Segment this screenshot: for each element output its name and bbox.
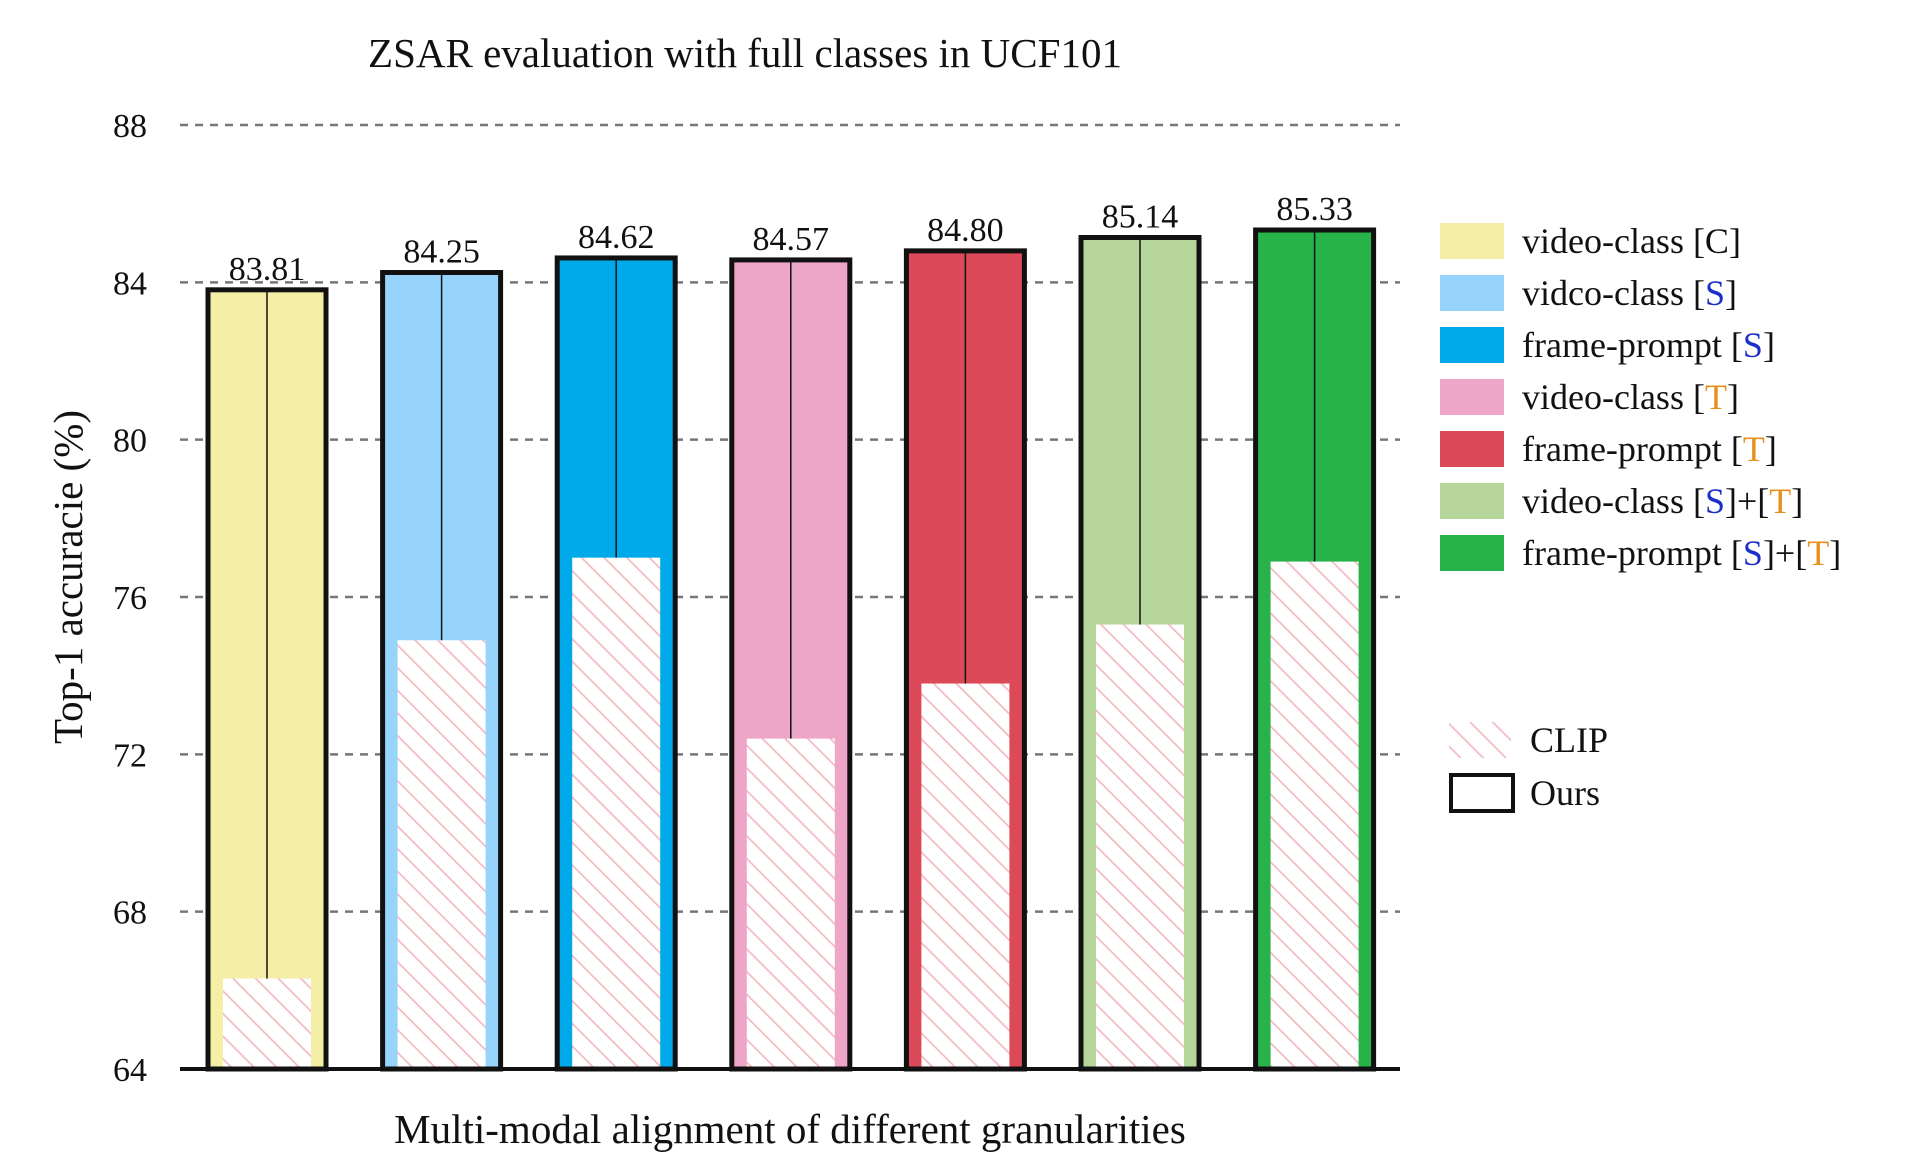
bar-group: [903, 248, 1027, 1072]
legend-entry: frame-prompt [S]+[T]: [1440, 533, 1841, 573]
bar-value-label: 84.62: [578, 219, 655, 256]
y-tick-label: 72: [113, 737, 147, 774]
legend-label: video-class [T]: [1522, 377, 1739, 417]
legend-entry-clip: CLIP: [1449, 720, 1608, 760]
bar-value-label: 83.81: [229, 251, 306, 288]
clip-bar: [1270, 561, 1359, 1069]
y-tick-label: 80: [113, 423, 147, 460]
bar-value-label: 84.57: [753, 221, 830, 258]
x-axis-label: Multi-modal alignment of different granu…: [394, 1106, 1186, 1152]
bar-value-label: 84.25: [403, 234, 480, 271]
legend: video-class [C] vidco-class [S] frame-prom…: [1440, 221, 1841, 813]
y-tick-label: 64: [113, 1052, 147, 1089]
legend-label: frame-prompt [S]+[T]: [1522, 533, 1841, 573]
legend-entry: frame-prompt [S]: [1440, 325, 1775, 365]
legend-entry-ours: Ours: [1449, 773, 1600, 813]
bar-value-label: 85.14: [1102, 198, 1179, 235]
legend-ours-label: Ours: [1530, 773, 1600, 813]
y-axis-ticks: 64 68 72 76 80 84 88: [113, 108, 147, 1089]
bars: [205, 227, 1377, 1072]
bar-value-label: 84.80: [927, 212, 1004, 249]
legend-entry: video-class [S]+[T]: [1440, 481, 1803, 521]
legend-entry: video-class [T]: [1440, 377, 1739, 417]
legend-entry: frame-prompt [T]: [1440, 429, 1777, 469]
clip-bar: [397, 640, 486, 1069]
chart-title: ZSAR evaluation with full classes in UCF…: [368, 30, 1122, 76]
bar-group: [554, 255, 678, 1072]
bar-group: [1253, 227, 1377, 1072]
bar-group: [1078, 234, 1202, 1072]
legend-swatch: [1440, 431, 1504, 467]
legend-entry: video-class [C]: [1440, 221, 1741, 261]
legend-label: video-class [S]+[T]: [1522, 481, 1803, 521]
bar-group: [205, 287, 329, 1072]
legend-clip-label: CLIP: [1530, 720, 1608, 760]
legend-swatch: [1440, 275, 1504, 311]
legend-swatch: [1440, 223, 1504, 259]
legend-swatch: [1440, 535, 1504, 571]
bar-group: [380, 270, 504, 1072]
y-tick-label: 68: [113, 895, 147, 932]
legend-label: video-class [C]: [1522, 221, 1741, 261]
legend-ours-swatch: [1449, 773, 1515, 813]
legend-clip-swatch: [1449, 722, 1511, 758]
clip-bar: [1096, 624, 1184, 1069]
legend-entry: vidco-class [S]: [1440, 273, 1737, 313]
y-axis-label: Top-1 accuracie (%): [45, 410, 91, 744]
y-tick-label: 76: [113, 580, 147, 617]
clip-bar: [572, 557, 661, 1069]
legend-swatch: [1440, 379, 1504, 415]
bar-value-labels: 83.81 84.25 84.62 84.57 84.80 85.14 85.33: [229, 191, 1353, 288]
legend-label: frame-prompt [S]: [1522, 325, 1775, 365]
legend-label: frame-prompt [T]: [1522, 429, 1777, 469]
bar-value-label: 85.33: [1276, 191, 1353, 228]
legend-swatch: [1440, 483, 1504, 519]
clip-bar: [921, 683, 1010, 1069]
clip-bar: [223, 978, 311, 1069]
legend-swatch: [1440, 327, 1504, 363]
legend-label: vidco-class [S]: [1522, 273, 1737, 313]
y-tick-label: 84: [113, 265, 147, 302]
clip-bar: [746, 738, 835, 1069]
y-tick-label: 88: [113, 108, 147, 145]
bar-group: [729, 257, 853, 1072]
